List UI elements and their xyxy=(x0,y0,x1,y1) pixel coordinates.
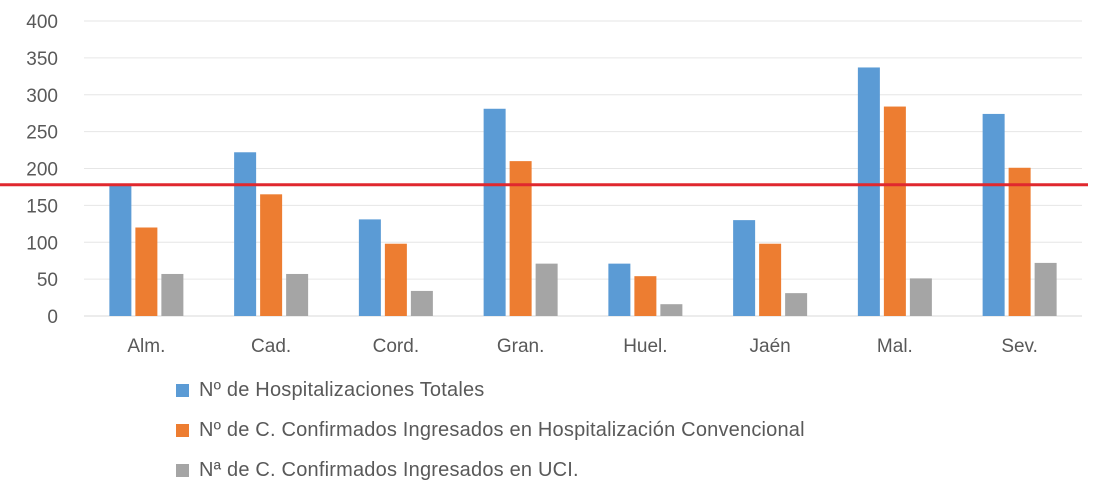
y-tick-label: 50 xyxy=(37,270,58,291)
bar-hospitalizacion-convencional xyxy=(634,276,657,316)
bar-hospitalizaciones-totales xyxy=(109,184,132,316)
x-tick-label: Huel. xyxy=(623,336,667,357)
bar-uci xyxy=(410,290,433,316)
x-axis-ticks: Alm. Cad. Cord. Gran. Huel. Jaén Mal. Sev. xyxy=(127,336,1038,357)
y-tick-label: 400 xyxy=(26,12,58,33)
bar-uci xyxy=(1034,262,1057,316)
y-tick-label: 150 xyxy=(26,196,58,217)
bar-hospitalizacion-convencional xyxy=(135,227,158,316)
x-tick-label: Jaén xyxy=(750,336,791,357)
bar-hospitalizaciones-totales xyxy=(733,220,756,316)
bar-uci xyxy=(660,304,683,316)
legend-swatch-gray xyxy=(176,463,189,477)
bar-uci xyxy=(161,273,184,316)
bar-uci xyxy=(785,293,808,316)
x-tick-label: Mal. xyxy=(877,336,913,357)
x-tick-label: Cord. xyxy=(373,336,419,357)
bar-chart: 0 50 100 150 200 250 300 350 400 Alm. Cad. Cord. Gr… xyxy=(0,12,1088,357)
legend-label: Nº de C. Confirmados Ingresados en Hospi… xyxy=(199,418,805,441)
bar-hospitalizaciones-totales xyxy=(358,219,381,316)
bar-hospitalizacion-convencional xyxy=(384,243,407,316)
x-tick-label: Cad. xyxy=(251,336,291,357)
legend-item-hospitalizaciones-totales: Nº de Hospitalizaciones Totales xyxy=(176,370,805,410)
y-axis-ticks: 0 50 100 150 200 250 300 350 400 xyxy=(26,12,58,328)
y-tick-label: 250 xyxy=(26,123,58,144)
legend: Nº de Hospitalizaciones Totales Nº de C.… xyxy=(176,370,805,490)
bar-hospitalizacion-convencional xyxy=(509,161,532,316)
legend-item-hospitalizacion-convencional: Nº de C. Confirmados Ingresados en Hospi… xyxy=(176,410,805,450)
legend-swatch-orange xyxy=(176,423,189,437)
bar-uci xyxy=(535,263,558,316)
y-tick-label: 0 xyxy=(47,307,58,328)
y-tick-label: 200 xyxy=(26,160,58,181)
bar-hospitalizacion-convencional xyxy=(260,194,283,316)
legend-label: Nº de Hospitalizaciones Totales xyxy=(199,378,485,401)
x-tick-label: Gran. xyxy=(497,336,545,357)
bar-hospitalizacion-convencional xyxy=(759,243,782,316)
bar-hospitalizacion-convencional xyxy=(883,106,906,316)
bars xyxy=(109,67,1057,317)
bar-hospitalizaciones-totales xyxy=(982,113,1005,316)
bar-hospitalizaciones-totales xyxy=(483,108,506,316)
bar-hospitalizacion-convencional xyxy=(1008,167,1031,316)
legend-swatch-blue xyxy=(176,383,189,397)
legend-item-uci: Nª de C. Confirmados Ingresados en UCI. xyxy=(176,450,805,490)
bar-hospitalizaciones-totales xyxy=(608,263,631,316)
bar-uci xyxy=(909,278,932,316)
x-tick-label: Alm. xyxy=(127,336,165,357)
x-tick-label: Sev. xyxy=(1001,336,1038,357)
bar-uci xyxy=(286,273,309,316)
y-tick-label: 300 xyxy=(26,86,58,107)
legend-label: Nª de C. Confirmados Ingresados en UCI. xyxy=(199,458,579,481)
gridlines xyxy=(84,20,1082,317)
bar-hospitalizaciones-totales xyxy=(857,67,880,317)
y-tick-label: 350 xyxy=(26,49,58,70)
y-tick-label: 100 xyxy=(26,233,58,254)
bar-hospitalizaciones-totales xyxy=(234,152,257,316)
